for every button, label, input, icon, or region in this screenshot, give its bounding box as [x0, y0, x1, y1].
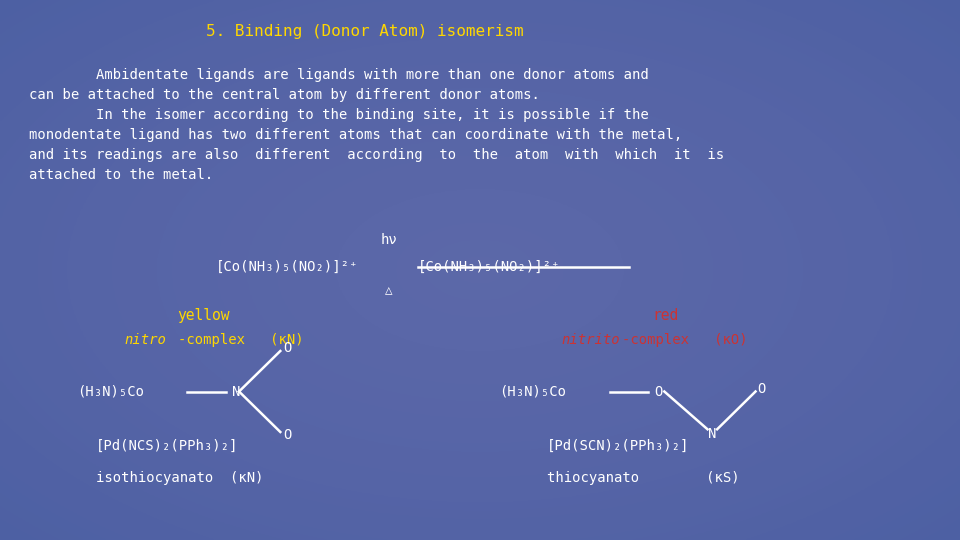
Text: [Co(NH₃)₅(NO₂)]²⁺: [Co(NH₃)₅(NO₂)]²⁺ — [418, 260, 560, 274]
Text: 5. Binding (Donor Atom) isomerism: 5. Binding (Donor Atom) isomerism — [206, 24, 524, 39]
Text: Ambidentate ligands are ligands with more than one donor atoms and
can be attach: Ambidentate ligands are ligands with mor… — [29, 68, 724, 182]
Text: nitrito: nitrito — [562, 333, 620, 347]
Text: O: O — [655, 384, 663, 399]
Text: N: N — [232, 384, 241, 399]
Text: yellow: yellow — [178, 308, 230, 323]
Text: nitro: nitro — [125, 333, 167, 347]
Text: O: O — [283, 428, 292, 442]
Text: -complex   (κO): -complex (κO) — [622, 333, 748, 347]
Text: O: O — [757, 382, 766, 396]
Text: thiocyanato        (κS): thiocyanato (κS) — [547, 471, 740, 485]
Text: N: N — [708, 427, 716, 441]
Text: O: O — [283, 341, 292, 355]
Text: (H₃N)₅Co: (H₃N)₅Co — [499, 384, 566, 399]
Text: [Pd(SCN)₂(PPh₃)₂]: [Pd(SCN)₂(PPh₃)₂] — [547, 438, 689, 453]
Text: [Pd(NCS)₂(PPh₃)₂]: [Pd(NCS)₂(PPh₃)₂] — [96, 438, 238, 453]
Text: -complex   (κN): -complex (κN) — [178, 333, 303, 347]
Text: △: △ — [385, 284, 393, 296]
Text: isothiocyanato  (κN): isothiocyanato (κN) — [96, 471, 263, 485]
Text: hν: hν — [380, 233, 397, 247]
Text: (H₃N)₅Co: (H₃N)₅Co — [77, 384, 144, 399]
Text: red: red — [653, 308, 679, 323]
Text: [Co(NH₃)₅(NO₂)]²⁺: [Co(NH₃)₅(NO₂)]²⁺ — [216, 260, 358, 274]
